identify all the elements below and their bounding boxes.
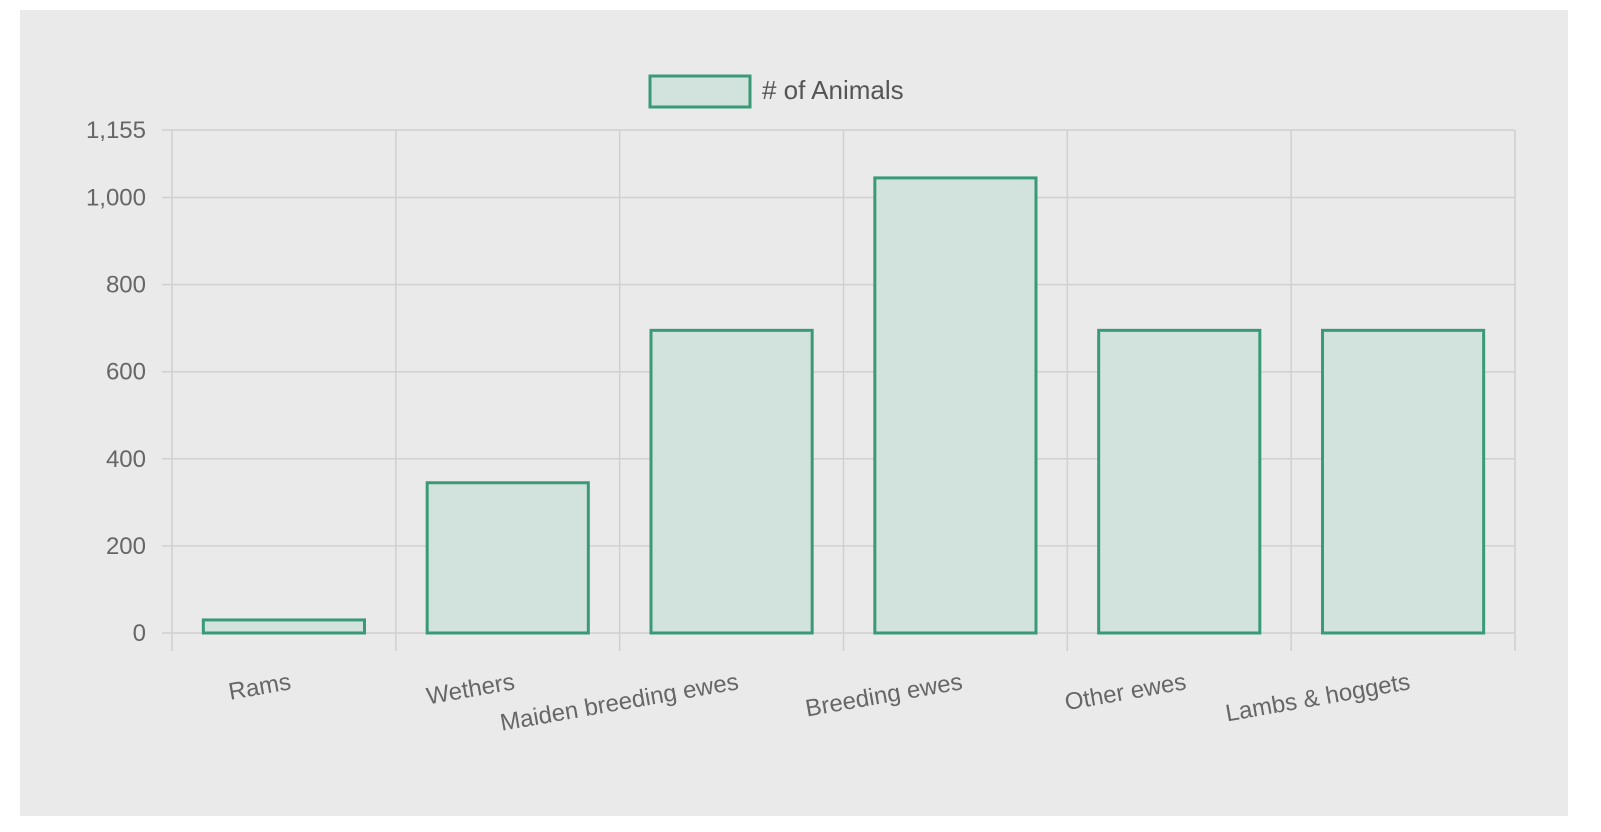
x-tick-label: Breeding ewes bbox=[803, 668, 964, 722]
legend-swatch bbox=[648, 74, 752, 109]
bar[interactable] bbox=[425, 481, 590, 635]
x-tick-label: Rams bbox=[227, 668, 293, 705]
bar-chart: 0 200 400 600 800 1,000 1,155 Rams WethersMaide… bbox=[86, 74, 1516, 737]
bar[interactable] bbox=[873, 176, 1038, 635]
bar[interactable] bbox=[1097, 328, 1262, 635]
bar[interactable] bbox=[649, 328, 814, 635]
bars bbox=[201, 176, 1486, 635]
x-tick-label: Maiden breeding ewes bbox=[498, 668, 741, 737]
chart-panel: 0 200 400 600 800 1,000 1,155 Rams Wethers Maide… bbox=[20, 10, 1568, 816]
y-axis-ticks: 0 200 400 600 800 1,000 1,155 bbox=[86, 117, 146, 647]
x-tick-label: Other ewes bbox=[1063, 668, 1189, 716]
y-tick-label: 400 bbox=[106, 446, 146, 473]
legend-label: # of Animals bbox=[762, 75, 904, 105]
grid-lines bbox=[162, 129, 1516, 651]
bar[interactable] bbox=[201, 618, 366, 635]
y-tick-label: 1,000 bbox=[86, 185, 146, 212]
bar[interactable] bbox=[1321, 328, 1486, 635]
x-tick-label: Wethers bbox=[425, 668, 517, 710]
y-tick-label: 800 bbox=[106, 272, 146, 299]
x-tick-label: Lambs & hoggets bbox=[1223, 668, 1412, 727]
y-tick-label: 200 bbox=[106, 533, 146, 560]
y-tick-label: 1,155 bbox=[86, 117, 146, 144]
y-tick-label: 0 bbox=[133, 620, 146, 647]
y-tick-label: 600 bbox=[106, 359, 146, 386]
legend[interactable]: # of Animals bbox=[648, 74, 904, 109]
